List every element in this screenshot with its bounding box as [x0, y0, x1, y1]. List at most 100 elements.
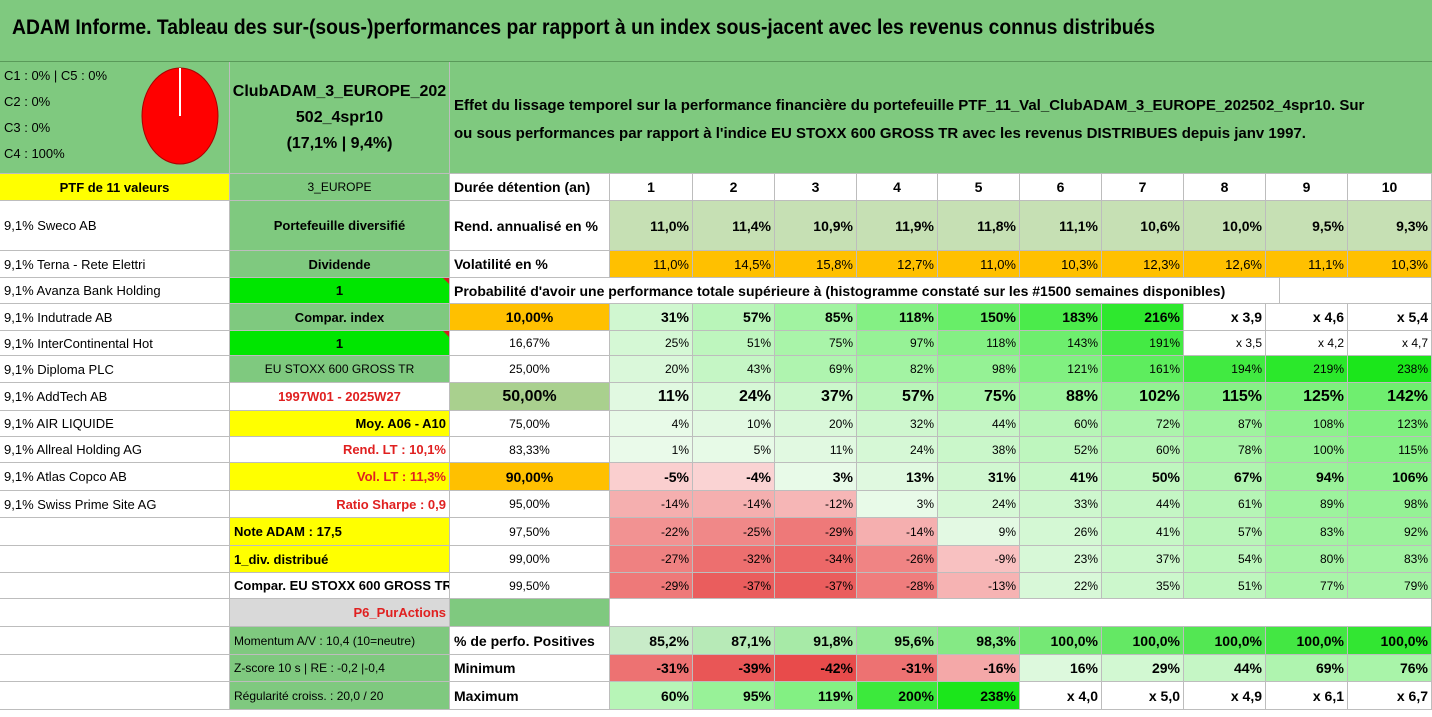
probability-value: 22%: [1020, 573, 1102, 599]
probability-value: x 3,9: [1184, 304, 1266, 331]
pos-value: 100,0%: [1266, 627, 1348, 655]
probability-value: 57%: [1184, 518, 1266, 546]
rend-value: 11,0%: [610, 201, 693, 251]
probability-value: 11%: [610, 383, 693, 411]
vol-value: 11,1%: [1266, 251, 1348, 278]
min-value: 76%: [1348, 655, 1432, 682]
empty-cell: [0, 518, 230, 546]
min-value: -16%: [938, 655, 1020, 682]
holding-row: 9,1% Swiss Prime Site AG: [0, 491, 230, 518]
probability-value: 118%: [938, 331, 1020, 356]
probability-value: 37%: [775, 383, 857, 411]
probability-value: -5%: [610, 463, 693, 491]
probability-value: 50%: [1102, 463, 1184, 491]
pos-value: 100,0%: [1020, 627, 1102, 655]
period-range: 1997W01 - 2025W27: [230, 383, 450, 411]
region-label: 3_EUROPE: [230, 174, 450, 201]
vol-value: 11,0%: [938, 251, 1020, 278]
probability-value: -26%: [857, 546, 938, 573]
p6-label: P6_PurActions: [230, 599, 450, 627]
probability-value: 194%: [1184, 356, 1266, 383]
probability-value: 87%: [1184, 411, 1266, 437]
probability-value: 1%: [610, 437, 693, 463]
legend-line: C4 : 100%: [4, 146, 65, 161]
vol-lt: Vol. LT : 11,3%: [230, 463, 450, 491]
probability-value: 161%: [1102, 356, 1184, 383]
pos-value: 95,6%: [857, 627, 938, 655]
probability-value: 54%: [1184, 546, 1266, 573]
min-value: -39%: [693, 655, 775, 682]
probability-value: 24%: [938, 491, 1020, 518]
probability-value: 44%: [1102, 491, 1184, 518]
probability-value: 31%: [938, 463, 1020, 491]
probability-value: 89%: [1266, 491, 1348, 518]
probability-value: -22%: [610, 518, 693, 546]
probability-value: 43%: [693, 356, 775, 383]
probability-value: 106%: [1348, 463, 1432, 491]
regularite: Régularité croiss. : 20,0 / 20: [230, 682, 450, 710]
legend-line: C3 : 0%: [4, 120, 51, 135]
report-title: ADAM Informe. Tableau des sur-(sous-)per…: [12, 16, 1156, 39]
holding-row: 9,1% Sweco AB: [0, 201, 230, 251]
probability-value: 5%: [693, 437, 775, 463]
probability-value: -14%: [693, 491, 775, 518]
pos-value: 100,0%: [1184, 627, 1266, 655]
probability-value: 78%: [1184, 437, 1266, 463]
max-value: x 4,0: [1020, 682, 1102, 710]
probability-value: 98%: [1348, 491, 1432, 518]
empty-cell: [610, 599, 1432, 627]
probability-value: 20%: [775, 411, 857, 437]
vol-value: 11,0%: [610, 251, 693, 278]
description-line: ou sous performances par rapport à l'ind…: [454, 125, 1306, 142]
probability-value: 97%: [857, 331, 938, 356]
rend-value: 9,3%: [1348, 201, 1432, 251]
probability-value: -29%: [775, 518, 857, 546]
probability-value: 98%: [938, 356, 1020, 383]
probability-value: 77%: [1266, 573, 1348, 599]
probability-value: -29%: [610, 573, 693, 599]
probability-value: 3%: [775, 463, 857, 491]
probability-value: -28%: [857, 573, 938, 599]
empty-cell: [0, 546, 230, 573]
probability-value: 100%: [1266, 437, 1348, 463]
probability-value: 80%: [1266, 546, 1348, 573]
probability-value: 13%: [857, 463, 938, 491]
pos-value: 87,1%: [693, 627, 775, 655]
probability-value: x 4,2: [1266, 331, 1348, 356]
min-value: 69%: [1266, 655, 1348, 682]
probability-value: x 4,6: [1266, 304, 1348, 331]
rend-value: 11,4%: [693, 201, 775, 251]
vol-label: Volatilité en %: [450, 251, 610, 278]
max-value: x 4,9: [1184, 682, 1266, 710]
pos-value: 85,2%: [610, 627, 693, 655]
probability-value: 38%: [938, 437, 1020, 463]
min-value: 44%: [1184, 655, 1266, 682]
rend-value: 9,5%: [1266, 201, 1348, 251]
empty-cell: [0, 573, 230, 599]
probability-value: 52%: [1020, 437, 1102, 463]
year-header: 9: [1266, 174, 1348, 201]
probability-level: 25,00%: [450, 356, 610, 383]
holding-row: 9,1% Diploma PLC: [0, 356, 230, 383]
portfolio-perf-summary: (17,1% | 9,4%): [286, 134, 393, 152]
min-label: Minimum: [450, 655, 610, 682]
pos-value: 100,0%: [1102, 627, 1184, 655]
pos-value: 100,0%: [1348, 627, 1432, 655]
rend-value: 10,0%: [1184, 201, 1266, 251]
rend-value: 11,8%: [938, 201, 1020, 251]
probability-value: 191%: [1102, 331, 1184, 356]
max-value: 200%: [857, 682, 938, 710]
holding-row: 9,1% Indutrade AB: [0, 304, 230, 331]
probability-value: -37%: [693, 573, 775, 599]
probability-value: 9%: [938, 518, 1020, 546]
max-value: 238%: [938, 682, 1020, 710]
proba-header: Probabilité d'avoir une performance tota…: [450, 278, 1280, 304]
legend-line: C1 : 0% | C5 : 0%: [4, 68, 108, 83]
year-header: 10: [1348, 174, 1432, 201]
probability-value: 57%: [857, 383, 938, 411]
min-value: -31%: [610, 655, 693, 682]
probability-value: 108%: [1266, 411, 1348, 437]
probability-value: 51%: [1184, 573, 1266, 599]
vol-value: 15,8%: [775, 251, 857, 278]
probability-value: 41%: [1102, 518, 1184, 546]
